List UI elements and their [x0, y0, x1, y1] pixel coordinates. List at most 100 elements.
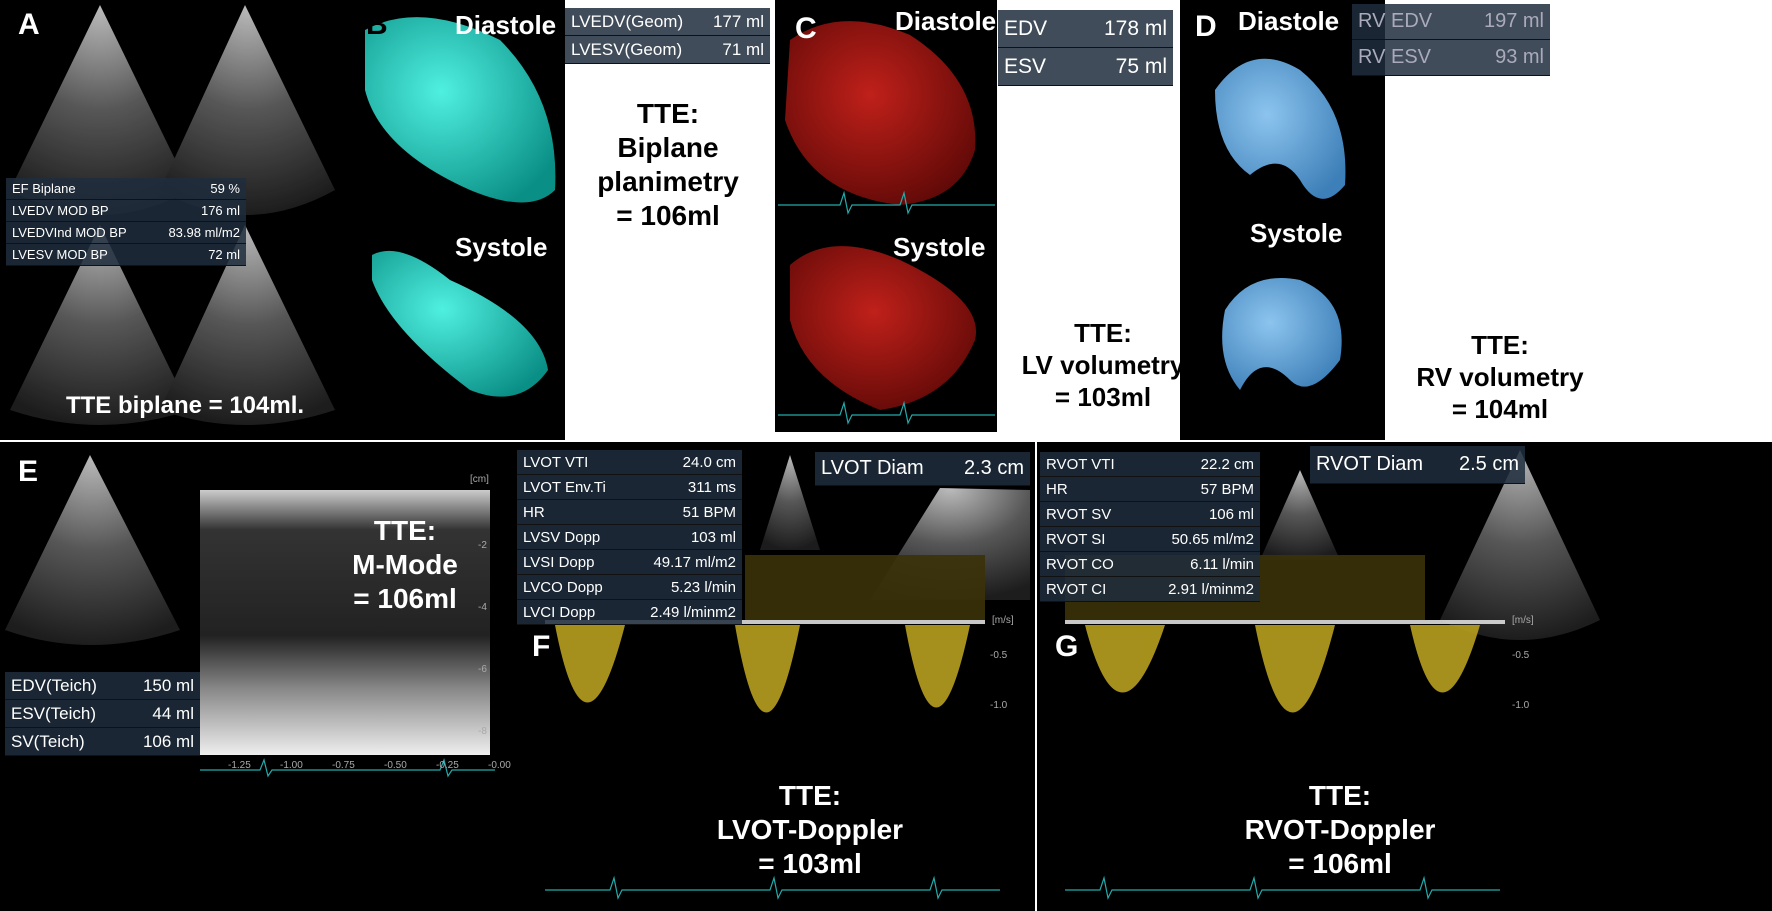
measurement-row: EF Biplane 59 % [6, 178, 246, 200]
caption-line: Biplane [617, 132, 719, 163]
phase-label: Systole [1250, 218, 1343, 248]
measurement-name: SV(Teich) [11, 731, 85, 751]
measurement-value: 22.2 cm [1200, 455, 1254, 473]
measurement-name: HR [523, 503, 545, 521]
measurement-name: LVEDVInd MOD BP [12, 225, 127, 240]
measurement-value: 57 BPM [1200, 480, 1254, 498]
velocity-unit: [m/s] [992, 615, 1014, 626]
depth-tick-label: -2 [478, 540, 487, 551]
measurement-name: LVCI Dopp [523, 603, 596, 621]
caption-line: = 103ml [1054, 382, 1152, 412]
measurement-name: LVSI Dopp [523, 553, 595, 571]
measurement-value: 150 ml [142, 675, 194, 695]
measurement-name: LVOT VTI [523, 453, 589, 471]
measurement-value: 177 ml [712, 11, 764, 31]
caption-line: M-Mode [352, 549, 458, 580]
caption-line: TTE: [636, 98, 700, 129]
measurement-value: 311 ms [687, 478, 736, 496]
measurement-value: 6.11 l/min [1190, 555, 1254, 573]
caption-line: TTE: [778, 780, 842, 811]
measurement-value: 5.23 l/min [670, 578, 736, 596]
measurement-row: LVCO Dopp 5.23 l/min [517, 575, 742, 600]
diameter-box: RVOT Diam 2.5 cm [1310, 446, 1525, 484]
phase-label: Systole [455, 232, 548, 262]
diameter-value: 2.3 cm [963, 457, 1024, 479]
measurement-name: RVOT VTI [1046, 455, 1115, 473]
measurement-row: ESV 75 ml [998, 48, 1173, 86]
measurement-value: 72 ml [208, 247, 240, 262]
measurement-name: RVOT CO [1046, 555, 1114, 573]
measurement-name: LVSV Dopp [523, 528, 601, 546]
measurement-name: LVCO Dopp [523, 578, 603, 596]
phase-label: Systole [893, 232, 986, 262]
measurement-row: RVOT SI 50.65 ml/m2 [1040, 527, 1260, 552]
diameter-value: 2.5 cm [1458, 453, 1519, 475]
measurement-row: LVOT Env.Ti 311 ms [517, 475, 742, 500]
time-tick-label: -0.00 [488, 760, 511, 771]
measurement-value: 103 ml [690, 528, 736, 546]
measurement-value: 83.98 ml/m2 [168, 225, 240, 240]
measurement-row: SV(Teich) 106 ml [5, 728, 200, 756]
measurement-name: LVEDV(Geom) [571, 11, 684, 31]
measurement-row: RV EDV 197 ml [1352, 4, 1550, 40]
measurement-value: 106 ml [142, 731, 194, 751]
measurement-row: LVESV MOD BP 72 ml [6, 244, 246, 266]
time-tick-label: -0.25 [436, 760, 459, 771]
caption-line: LV volumetry [1021, 350, 1185, 380]
measurement-name: LVOT Env.Ti [523, 478, 606, 496]
measurement-value: 44 ml [152, 703, 194, 723]
measurement-value: 178 ml [1103, 16, 1167, 40]
panel-label: G [1055, 630, 1079, 663]
velocity-unit: [m/s] [1512, 615, 1534, 626]
m-mode-image [200, 490, 490, 755]
time-tick-label: -0.50 [384, 760, 407, 771]
velocity-tick-label: -1.0 [990, 700, 1008, 711]
measurement-value: 51 BPM [682, 503, 736, 521]
measurement-value: 106 ml [1208, 505, 1254, 523]
velocity-tick-label: -1.0 [1512, 700, 1530, 711]
measurement-row: LVEDV(Geom) 177 ml [565, 8, 770, 36]
measurement-name: RV ESV [1358, 46, 1431, 68]
phase-label: Diastole [895, 6, 997, 36]
caption-line: TTE: [373, 515, 437, 546]
measurement-value: 49.17 ml/m2 [653, 553, 736, 571]
measurement-value: 197 ml [1483, 10, 1544, 32]
depth-tick-label: -4 [478, 602, 487, 613]
panel-label: C [795, 12, 817, 45]
velocity-tick-label: -0.5 [1512, 650, 1530, 661]
measurement-row: RVOT VTI 22.2 cm [1040, 452, 1260, 477]
measurement-row: LVOT VTI 24.0 cm [517, 450, 742, 475]
measurement-row: RV ESV 93 ml [1352, 40, 1550, 76]
measurement-name: EDV(Teich) [11, 675, 97, 695]
panel-label: A [18, 8, 40, 41]
caption-line: RVOT-Doppler [1244, 814, 1436, 845]
measurement-name: ESV(Teich) [11, 703, 97, 723]
measurement-name: LVESV(Geom) [571, 39, 683, 59]
measurement-name: EF Biplane [12, 181, 76, 196]
measurement-value: 176 ml [200, 203, 240, 218]
measurement-row: LVEDVInd MOD BP 83.98 ml/m2 [6, 222, 246, 244]
diameter-name: RVOT Diam [1316, 453, 1424, 475]
time-tick-label: -1.00 [280, 760, 303, 771]
measurement-name: LVEDV MOD BP [12, 203, 109, 218]
caption-line: = 106ml [616, 200, 720, 231]
caption-line: TTE: [1308, 780, 1372, 811]
measurement-value: 24.0 cm [682, 453, 736, 471]
measurement-row: LVSV Dopp 103 ml [517, 525, 742, 550]
depth-tick-label: -8 [478, 726, 487, 737]
measurement-row: HR 51 BPM [517, 500, 742, 525]
3d-volumes [365, 17, 1346, 410]
measurement-row: RVOT SV 106 ml [1040, 502, 1260, 527]
diameter-name: LVOT Diam [821, 457, 924, 479]
caption-line: planimetry [597, 166, 739, 197]
caption-line: TTE: [1471, 330, 1529, 360]
panel-label: D [1195, 10, 1217, 43]
caption-line: RV volumetry [1416, 362, 1584, 392]
measurement-name: RV EDV [1358, 10, 1433, 32]
measurement-row: LVCI Dopp 2.49 l/minm2 [517, 600, 742, 625]
measurement-row: LVEDV MOD BP 176 ml [6, 200, 246, 222]
velocity-tick-label: -0.5 [990, 650, 1008, 661]
ultrasound-sectors [5, 5, 1600, 645]
caption-line: = 104ml [1451, 394, 1549, 424]
measurement-row: EDV 178 ml [998, 10, 1173, 48]
